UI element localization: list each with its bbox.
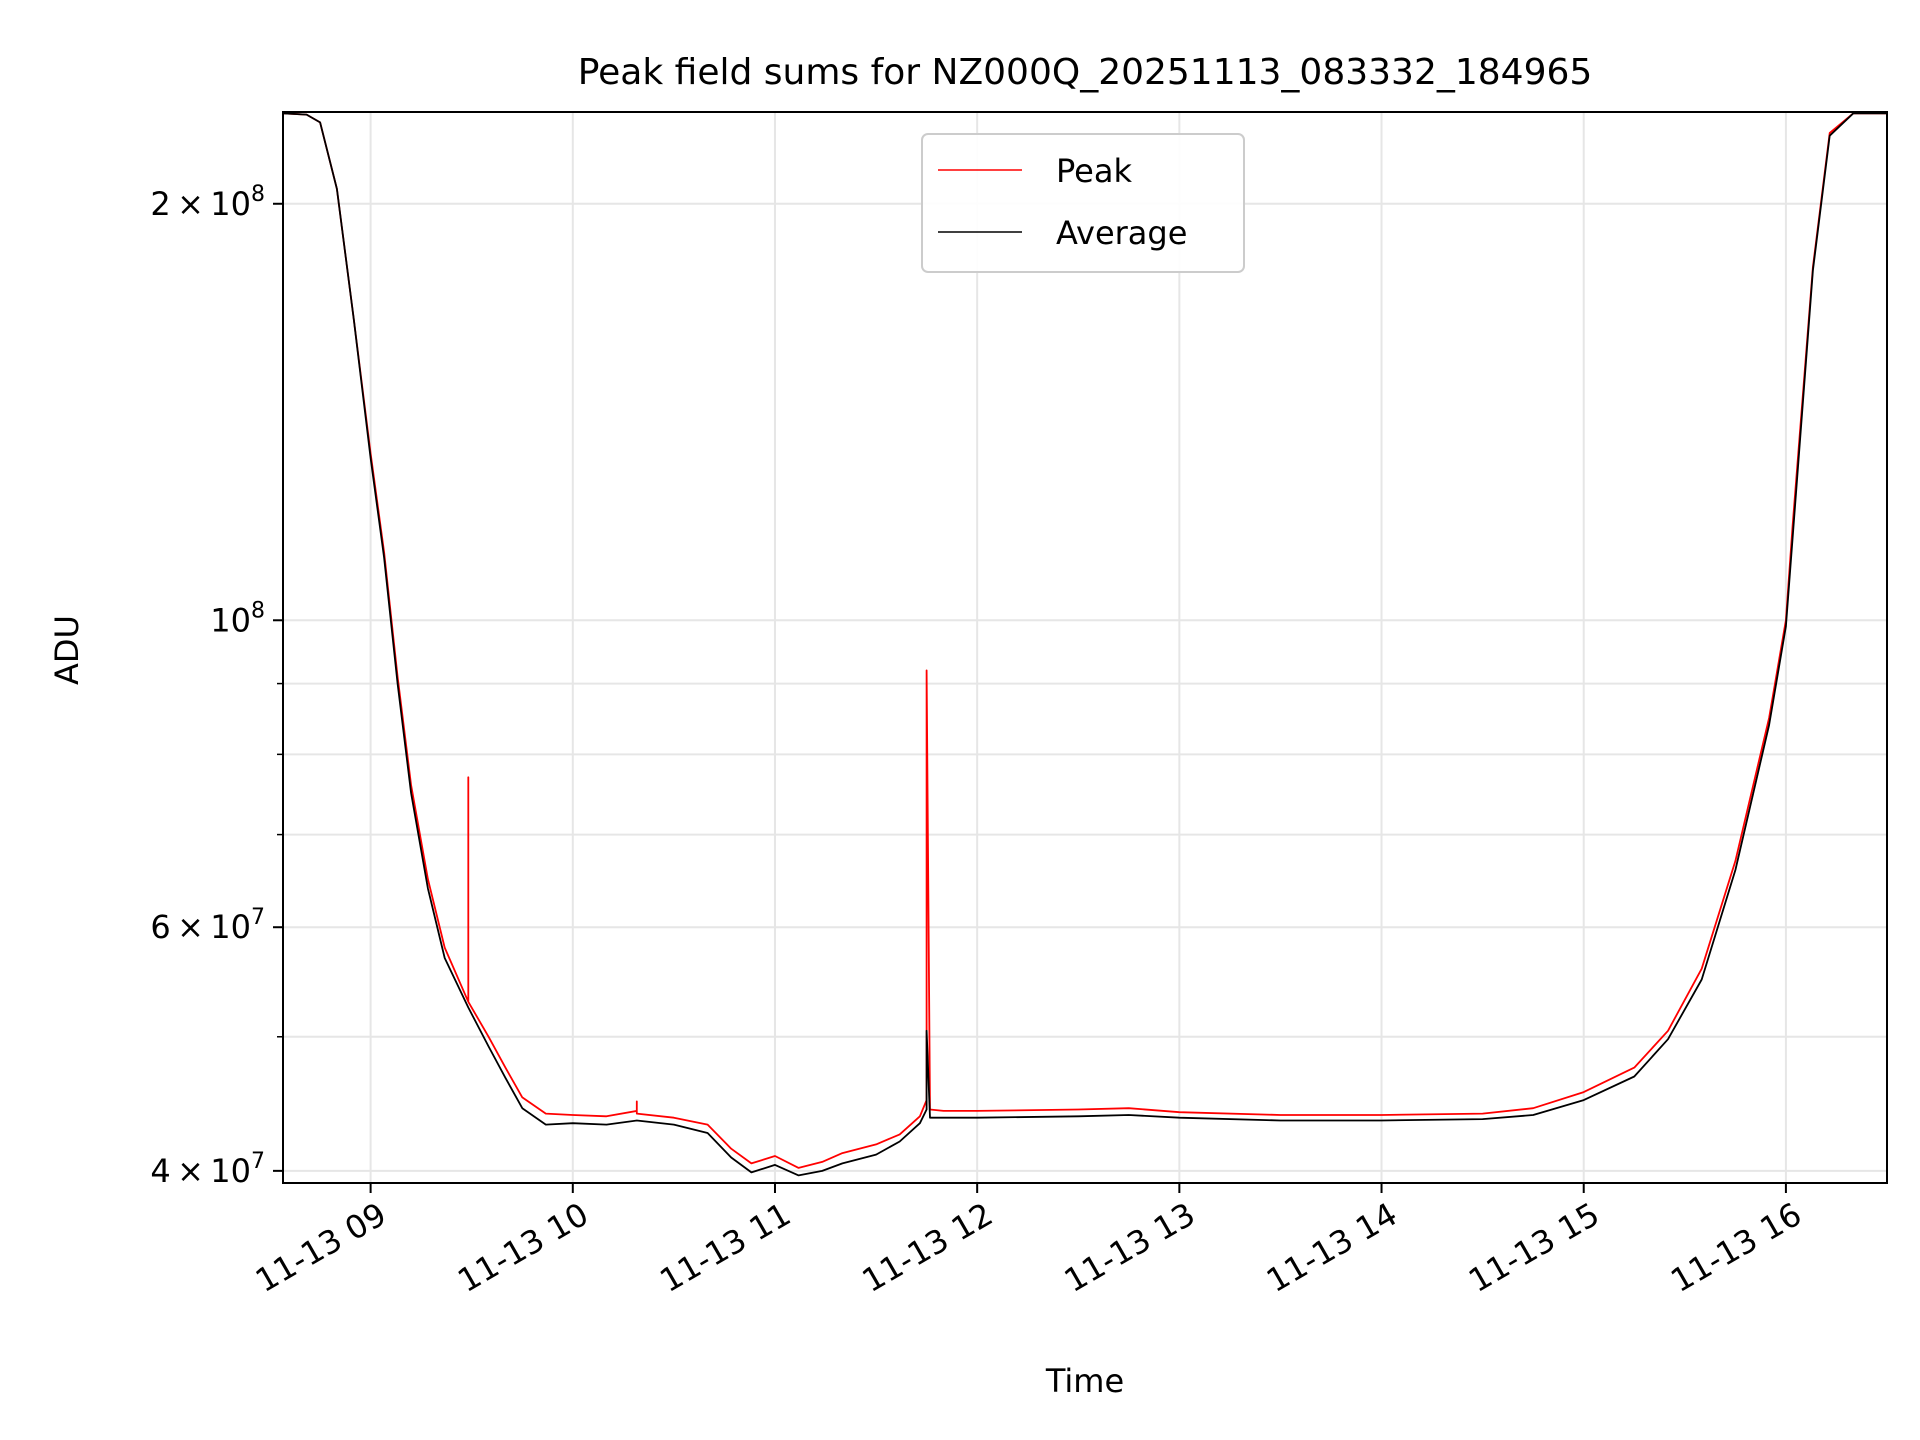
series-layer: [282, 112, 1887, 1177]
chart-title: Peak field sums for NZ000Q_20251113_0833…: [578, 52, 1593, 93]
series-line-average: [282, 112, 1887, 1177]
legend-label-average: Average: [1056, 214, 1187, 252]
legend-box: [921, 133, 1245, 273]
series-line-peak: [282, 112, 1887, 1169]
y-tick-label: 6 × 107: [150, 905, 265, 946]
legend-label-peak: Peak: [1056, 152, 1132, 190]
plot-frame: [282, 111, 1888, 1184]
x-axis-label: Time: [1045, 1362, 1124, 1400]
grid: [283, 112, 1887, 1183]
y-tick-label: 4 × 107: [150, 1149, 265, 1190]
legend: Peak Average: [921, 133, 1245, 273]
y-tick-label: 108: [210, 598, 265, 639]
y-tick-label: 2 × 108: [150, 182, 265, 223]
y-axis: 4 × 107 6 × 107 108 2 × 108: [150, 182, 283, 1190]
y-axis-label: ADU: [48, 615, 86, 685]
